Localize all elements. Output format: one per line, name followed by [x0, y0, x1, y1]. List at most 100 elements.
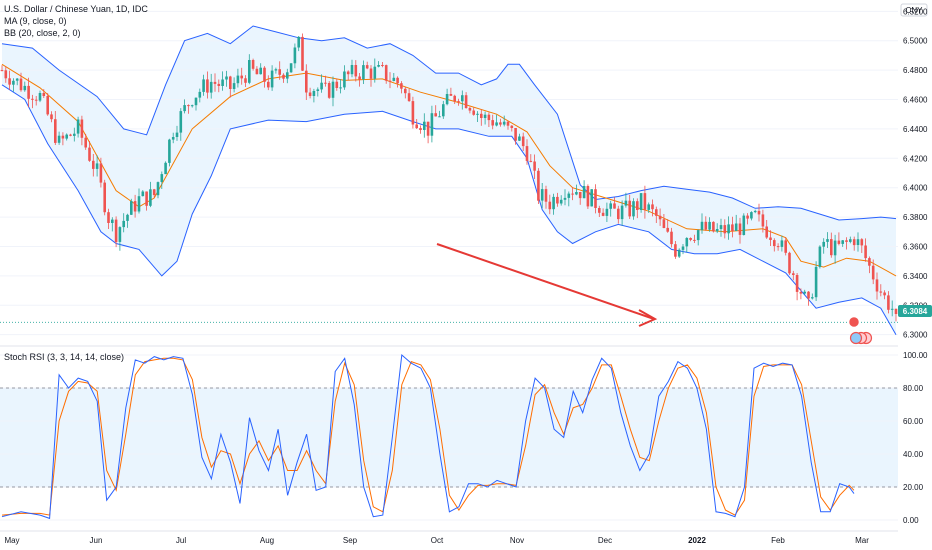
candle-body	[396, 77, 399, 84]
price-tick-label: 6.3400	[903, 272, 928, 281]
candle-body	[145, 191, 148, 206]
time-tick-label: Jul	[176, 536, 186, 545]
bollinger-lower-line	[1, 84, 897, 335]
candle-body	[248, 60, 251, 83]
time-axis[interactable]: May Jun Jul Aug Sep Oct Nov Dec 2022 Feb Mar	[0, 530, 898, 545]
symbol-title[interactable]: U.S. Dollar / Chinese Yuan, 1D, IDC	[4, 4, 148, 14]
candle-body	[415, 124, 418, 129]
candle-body	[723, 225, 727, 234]
ma-legend[interactable]: MA (9, close, 0)	[4, 16, 67, 26]
candle-body	[613, 203, 616, 209]
candle-body	[270, 70, 274, 88]
candle-body	[103, 182, 106, 213]
candle-body	[149, 189, 152, 206]
candle-body	[362, 65, 365, 80]
candle-body	[23, 85, 27, 91]
candle-body	[84, 137, 87, 148]
price-tick-label: 6.4000	[903, 184, 928, 193]
candle-body	[715, 229, 719, 232]
price-tick-label: 6.5000	[903, 37, 928, 46]
candle-body	[168, 139, 171, 163]
candle-body	[164, 162, 167, 175]
candle-body	[274, 69, 278, 71]
candle-body	[308, 92, 312, 96]
candle-body	[442, 104, 445, 117]
candle-body	[875, 279, 879, 292]
candle-body	[263, 67, 266, 82]
candle-body	[15, 78, 19, 81]
candle-body	[575, 192, 578, 195]
candle-body	[651, 204, 654, 210]
event-markers[interactable]	[847, 315, 873, 345]
candle-body	[514, 128, 517, 141]
candle-body	[111, 219, 114, 223]
time-tick-label: Oct	[431, 536, 444, 545]
candle-body	[251, 60, 255, 69]
candle-body	[632, 201, 635, 217]
stoch-rsi-legend[interactable]: Stoch RSI (3, 3, 14, 14, close)	[4, 352, 125, 362]
candle-body	[670, 231, 673, 245]
candle-body	[175, 132, 179, 137]
candle-body	[457, 101, 460, 103]
candle-body	[46, 96, 49, 115]
candle-body	[343, 71, 346, 88]
candle-body	[57, 135, 61, 143]
stoch-rsi-pane[interactable]: 100.00 80.00 60.00 40.00 20.00 0.00	[0, 351, 928, 525]
price-axis[interactable]: CNY 6.5200 6.5000 6.4800 6.4600 6.4400 6.4200…	[900, 3, 928, 340]
event-marker-flag[interactable]	[849, 331, 863, 345]
candle-body	[255, 68, 259, 75]
candle-body	[50, 114, 53, 120]
candle-body	[696, 230, 700, 241]
candle-body	[571, 193, 574, 195]
candle-body	[19, 78, 23, 91]
candle-body	[202, 79, 205, 92]
candle-body	[54, 119, 57, 143]
price-tick-label: 6.3800	[903, 213, 928, 222]
candle-body	[190, 105, 194, 107]
candle-body	[278, 69, 281, 75]
candle-body	[76, 119, 80, 134]
candle-body	[788, 252, 791, 274]
stoch-rsi-axis[interactable]: 100.00 80.00 60.00 40.00 20.00 0.00	[903, 351, 928, 525]
candle-body	[426, 121, 430, 136]
candle-body	[544, 189, 548, 202]
candle-body	[704, 221, 708, 230]
candle-body	[738, 223, 742, 235]
candle-body	[628, 200, 631, 217]
candle-body	[289, 63, 293, 73]
candle-body	[491, 120, 494, 126]
price-tick-label: 6.4200	[903, 154, 928, 163]
candle-body	[655, 209, 658, 216]
candle-body	[335, 81, 339, 88]
candle-body	[381, 65, 384, 66]
candle-body	[871, 265, 875, 280]
price-tick-label: 6.3600	[903, 242, 928, 251]
candle-body	[647, 204, 650, 210]
candle-body	[582, 186, 586, 199]
candle-body	[137, 196, 141, 212]
candle-body	[407, 93, 411, 102]
candle-body	[27, 85, 30, 99]
price-pane[interactable]: CNY 6.5200 6.5000 6.4800 6.4600 6.4400 6.4200…	[0, 3, 932, 345]
candle-body	[69, 134, 72, 136]
candle-body	[244, 78, 247, 83]
candle-body	[605, 208, 609, 216]
candle-body	[194, 97, 198, 106]
candle-body	[236, 75, 240, 84]
price-tick-label: 6.4400	[903, 125, 928, 134]
candle-body	[499, 122, 502, 125]
candle-body	[217, 83, 221, 86]
candle-body	[533, 161, 536, 171]
candle-body	[453, 95, 456, 102]
event-marker-red[interactable]	[847, 315, 861, 329]
price-tick-label: 6.5200	[903, 7, 928, 16]
candle-body	[388, 80, 392, 82]
candle-body	[674, 244, 677, 257]
candle-body	[852, 239, 856, 246]
bb-legend[interactable]: BB (20, close, 2, 0)	[4, 28, 81, 38]
candle-body	[4, 70, 8, 79]
candle-body	[411, 101, 415, 125]
trend-arrow-shaft	[436, 243, 655, 320]
candle-body	[156, 182, 160, 196]
